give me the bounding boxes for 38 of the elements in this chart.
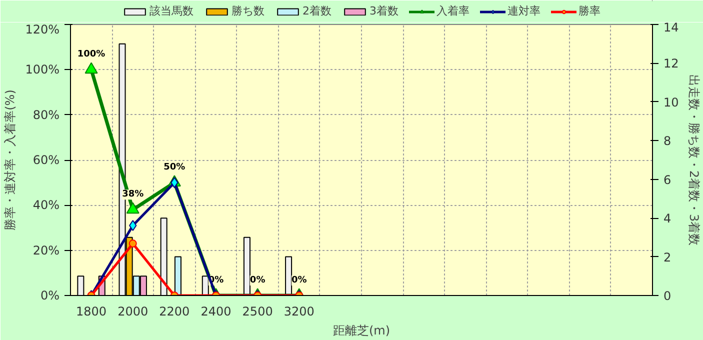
data-label: 0% <box>292 276 307 286</box>
point <box>126 202 140 214</box>
x-tick-label: 1800 <box>76 304 107 318</box>
y2-tick-label: 6 <box>664 172 672 187</box>
y2-tick-label: 0 <box>664 289 672 303</box>
legend-label: 勝ち数 <box>232 4 264 18</box>
legend-label: 勝率 <box>578 4 600 18</box>
x-axis-title: 距離芝(m) <box>332 324 390 338</box>
point <box>84 62 98 74</box>
y2-tick-label: 8 <box>664 134 672 148</box>
y-tick-label: 0% <box>40 288 60 302</box>
legend-label: 3着数 <box>370 4 398 18</box>
legend-label: 連対率 <box>508 4 540 18</box>
x-tick-label: 2000 <box>118 304 148 318</box>
y2-tick-label: 12 <box>664 56 679 71</box>
y2-tick-label: 14 <box>664 20 679 34</box>
data-label: 50% <box>164 162 186 173</box>
data-label: 0% <box>250 276 266 286</box>
legend-label: 該当馬数 <box>150 4 194 18</box>
y-tick-label: 80% <box>32 108 60 122</box>
y2-tick-label: 4 <box>664 212 672 226</box>
y-tick-label: 60% <box>32 153 60 167</box>
y-tick-label: 40% <box>32 198 60 212</box>
y2-tick-label: 2 <box>664 250 672 264</box>
x-tick-label: 2500 <box>242 304 273 318</box>
x-tick-label: 2400 <box>200 304 232 318</box>
y-tick-label: 100% <box>25 62 60 77</box>
data-label: 100% <box>77 50 106 60</box>
y2-axis-title: 出走数・勝ち数・2着数・3着数 <box>686 74 701 246</box>
y2-tick-label: 10 <box>664 95 679 110</box>
legend-label: 入着率 <box>436 4 470 18</box>
y-tick-label: 120% <box>25 22 60 36</box>
legend-label: 2着数 <box>302 4 332 18</box>
x-tick-label: 3200 <box>284 304 314 318</box>
data-label: 38% <box>122 190 144 200</box>
y-axis-title: 勝率・連対率・入着率(%) <box>3 90 18 230</box>
y-tick-label: 20% <box>32 243 60 258</box>
x-tick-label: 2200 <box>159 304 190 318</box>
